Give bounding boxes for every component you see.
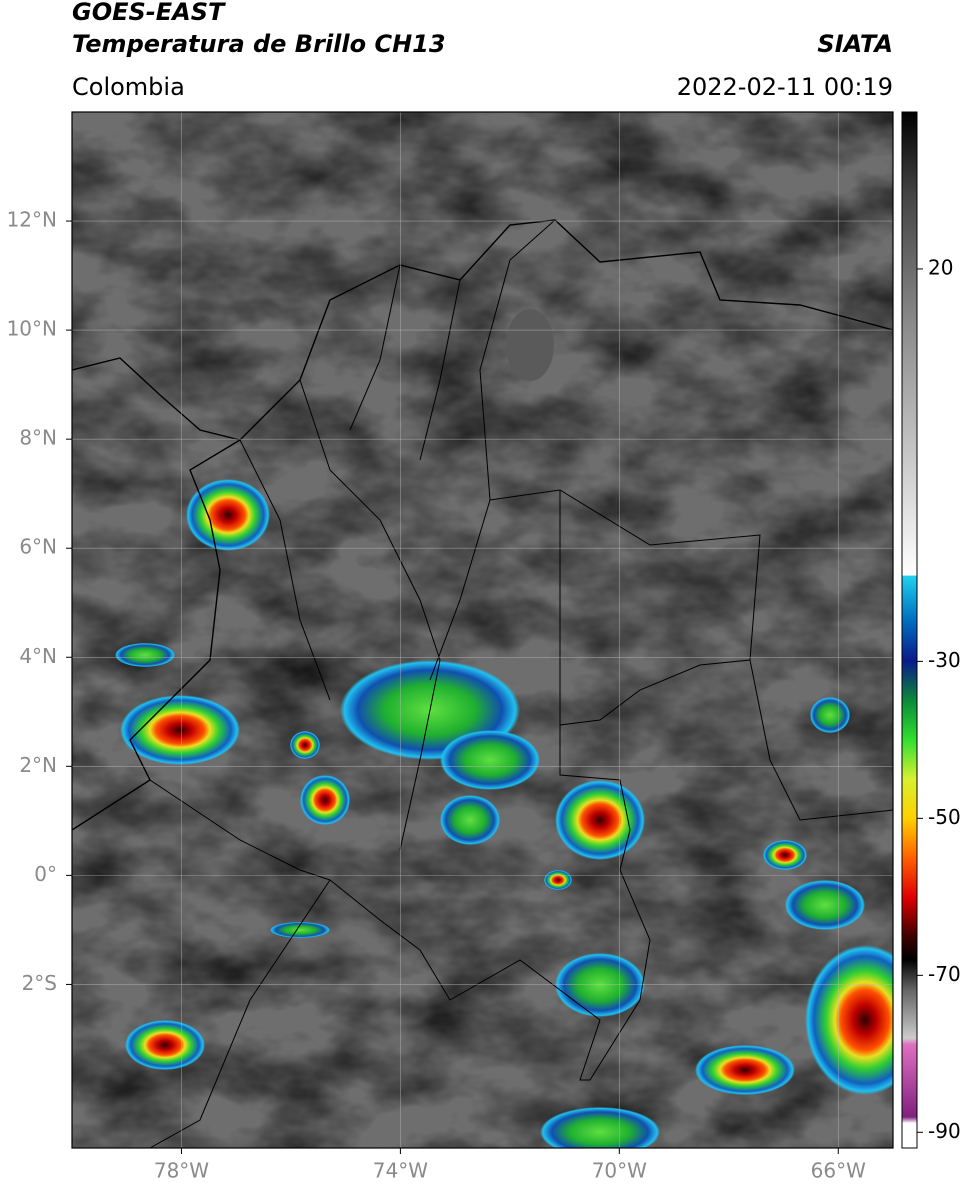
- province-border: [239, 264, 491, 851]
- lon-tick-label: 78°W: [154, 1159, 209, 1183]
- lat-tick-label: 2°S: [22, 971, 57, 995]
- colorbar-tick-label: 20: [928, 255, 953, 279]
- country-border: [149, 490, 893, 1148]
- title: GOES-EAST: [72, 0, 226, 26]
- satellite-image: [72, 112, 893, 1148]
- coastline: [72, 439, 241, 831]
- lat-tick-label: 4°N: [19, 644, 57, 668]
- colorbar-tick-label: -70: [928, 962, 961, 986]
- lon-tick-label: 66°W: [811, 1159, 866, 1183]
- source: SIATA: [817, 30, 893, 58]
- lat-tick-label: 8°N: [19, 426, 57, 450]
- lat-tick-label: 10°N: [7, 317, 57, 341]
- lat-tick-label: 6°N: [19, 535, 57, 559]
- colorbar-tick-label: -50: [928, 805, 961, 829]
- lat-tick-label: 2°N: [19, 753, 57, 777]
- colorbar: [901, 111, 918, 1149]
- map-frame: [71, 111, 894, 1149]
- lon-tick-label: 74°W: [373, 1159, 428, 1183]
- colorbar-tick-label: -90: [928, 1119, 961, 1143]
- colorbar-tick-label: -30: [928, 648, 961, 672]
- country-border: [149, 219, 761, 1081]
- subtitle: Temperatura de Brillo CH13: [72, 30, 446, 58]
- lat-tick-label: 0°: [34, 862, 57, 886]
- lat-tick-label: 12°N: [7, 208, 57, 232]
- lon-tick-label: 70°W: [592, 1159, 647, 1183]
- region: Colombia: [72, 73, 185, 101]
- coastline: [72, 219, 893, 441]
- datetime: 2022-02-11 00:19: [677, 73, 893, 101]
